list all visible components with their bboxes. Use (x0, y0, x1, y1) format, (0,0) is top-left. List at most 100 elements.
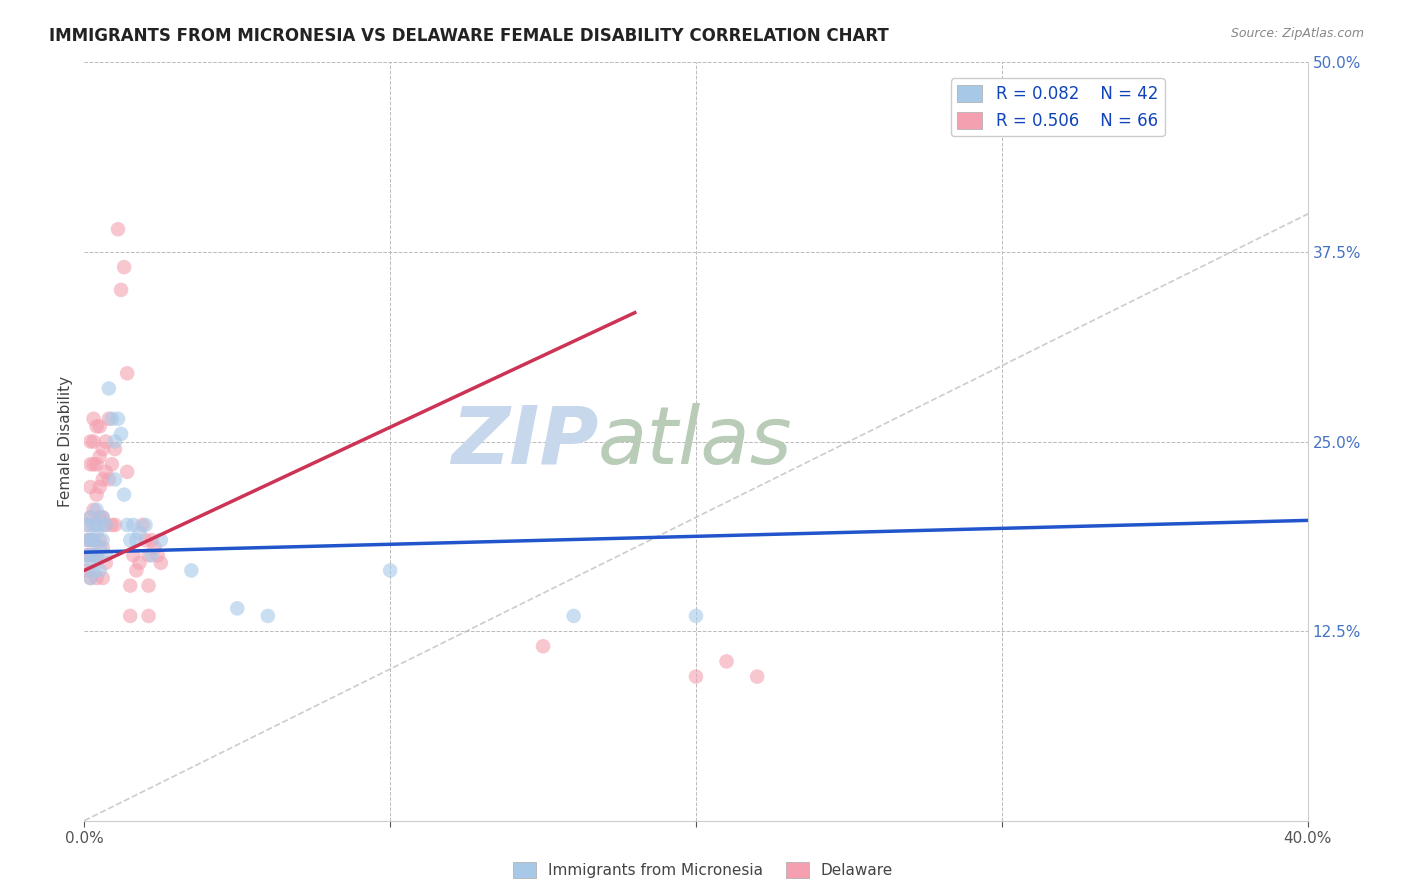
Point (79, 510, 101, 524)
Point (83, 533, 105, 548)
Point (107, 412, 129, 426)
Point (89, 510, 111, 524)
Point (86, 487, 108, 501)
Point (141, 548, 163, 563)
Text: Source: ZipAtlas.com: Source: ZipAtlas.com (1230, 27, 1364, 40)
Point (101, 458, 124, 472)
Point (91, 473, 114, 487)
Point (79, 458, 101, 472)
Point (76, 533, 98, 548)
Point (104, 517, 127, 532)
Point (226, 601, 249, 615)
Point (122, 517, 145, 532)
Point (531, 639, 554, 653)
Point (131, 517, 153, 532)
Point (83, 517, 105, 532)
Point (97, 382, 120, 396)
Point (149, 556, 172, 570)
Point (104, 473, 127, 487)
Point (138, 579, 160, 593)
Point (79, 571, 101, 585)
Point (104, 442, 127, 457)
Point (685, 669, 707, 683)
Point (86, 548, 108, 563)
Point (89, 450, 111, 464)
Point (115, 366, 138, 380)
Point (257, 608, 280, 623)
Point (89, 541, 111, 555)
Point (97, 473, 120, 487)
Point (716, 655, 738, 669)
Point (101, 517, 124, 532)
Text: atlas: atlas (598, 402, 793, 481)
Point (380, 564, 402, 578)
Point (94, 465, 117, 479)
Point (76, 548, 98, 563)
Point (83, 533, 105, 548)
Point (89, 564, 111, 578)
Point (83, 564, 105, 578)
Point (94, 517, 117, 532)
Legend: R = 0.082    N = 42, R = 0.506    N = 66: R = 0.082 N = 42, R = 0.506 N = 66 (950, 78, 1164, 136)
Point (562, 608, 585, 623)
Point (91, 442, 114, 457)
Point (94, 548, 117, 563)
Point (138, 608, 160, 623)
Point (79, 480, 101, 494)
Point (91, 541, 114, 555)
Point (141, 533, 163, 548)
Point (120, 533, 142, 548)
Point (89, 480, 111, 494)
Point (83, 412, 105, 426)
Point (79, 533, 101, 548)
Text: ZIP: ZIP (451, 402, 598, 481)
Point (180, 564, 202, 578)
Point (76, 564, 98, 578)
Point (120, 608, 142, 623)
Point (83, 434, 105, 449)
Point (86, 458, 108, 472)
Point (146, 548, 169, 563)
Point (91, 510, 114, 524)
Legend: Immigrants from Micronesia, Delaware: Immigrants from Micronesia, Delaware (506, 856, 900, 884)
Point (91, 533, 114, 548)
Point (79, 548, 101, 563)
Point (125, 564, 148, 578)
Point (94, 556, 117, 570)
Point (83, 548, 105, 563)
Y-axis label: Female Disability: Female Disability (58, 376, 73, 508)
Point (101, 412, 124, 426)
Point (79, 533, 101, 548)
Point (135, 533, 157, 548)
Point (94, 434, 117, 449)
Point (89, 533, 111, 548)
Point (97, 412, 120, 426)
Point (83, 548, 105, 563)
Point (110, 283, 132, 297)
Point (86, 525, 108, 540)
Point (86, 503, 108, 517)
Point (128, 525, 150, 540)
Point (115, 465, 138, 479)
Point (86, 517, 108, 532)
Point (125, 533, 148, 548)
Point (76, 548, 98, 563)
Point (149, 533, 172, 548)
Text: IMMIGRANTS FROM MICRONESIA VS DELAWARE FEMALE DISABILITY CORRELATION CHART: IMMIGRANTS FROM MICRONESIA VS DELAWARE F… (49, 27, 889, 45)
Point (94, 517, 117, 532)
Point (112, 487, 135, 501)
Point (120, 579, 142, 593)
Point (86, 571, 108, 585)
Point (76, 533, 98, 548)
Point (89, 419, 111, 434)
Point (86, 419, 108, 434)
Point (91, 510, 114, 524)
Point (685, 608, 707, 623)
Point (79, 556, 101, 570)
Point (128, 556, 150, 570)
Point (76, 517, 98, 532)
Point (135, 517, 157, 532)
Point (79, 434, 101, 449)
Point (79, 510, 101, 524)
Point (122, 548, 145, 563)
